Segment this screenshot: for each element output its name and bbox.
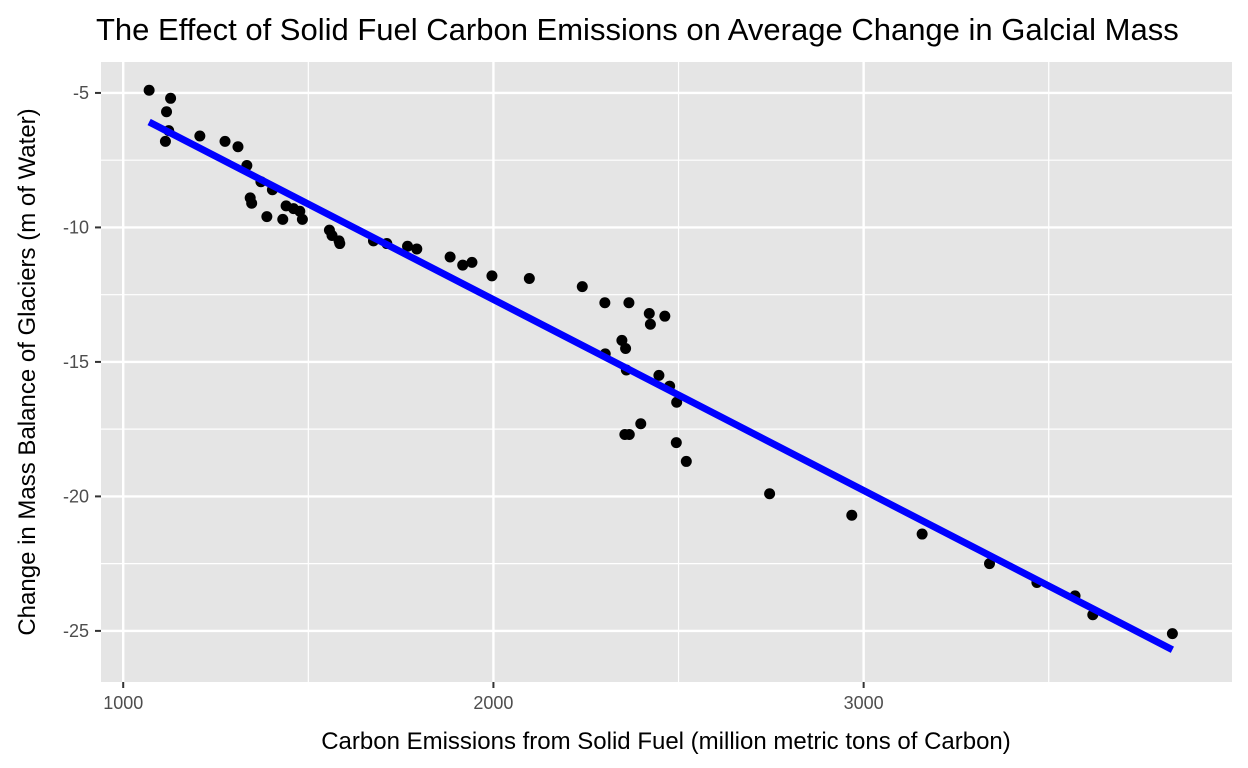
data-point [659, 310, 671, 322]
data-point [246, 197, 258, 209]
data-point [623, 297, 635, 309]
plot-panel [101, 62, 1232, 682]
y-axis-title: Change in Mass Balance of Glaciers (m of… [14, 108, 41, 635]
y-tick-label: -5 [73, 83, 89, 103]
data-point [411, 243, 423, 255]
y-tick-label: -20 [63, 486, 89, 506]
data-point [599, 297, 611, 309]
data-point [143, 84, 155, 96]
regression-line [147, 118, 1175, 653]
data-point [165, 92, 177, 104]
x-axis: 1000 2000 3000 [103, 682, 884, 713]
data-point [846, 509, 858, 521]
data-point [296, 213, 308, 225]
data-point [444, 251, 456, 263]
data-point [457, 259, 469, 271]
data-point [466, 256, 478, 268]
x-tick-label: 3000 [844, 693, 884, 713]
panel-background [101, 62, 1232, 682]
data-point [576, 281, 588, 293]
data-point [764, 488, 776, 500]
data-point [680, 455, 692, 467]
data-point [644, 318, 656, 330]
data-point [635, 418, 647, 430]
data-point [232, 141, 244, 153]
data-point [334, 238, 346, 250]
data-point [261, 211, 273, 223]
data-point [161, 106, 173, 118]
major-gridlines [101, 62, 1232, 682]
chart-title: The Effect of Solid Fuel Carbon Emission… [96, 12, 1179, 47]
y-tick-label: -25 [63, 621, 89, 641]
data-point [623, 429, 635, 441]
data-point [523, 273, 535, 285]
data-point [159, 135, 171, 147]
y-tick-label: -10 [63, 217, 89, 237]
data-point [984, 558, 996, 570]
data-point [219, 135, 231, 147]
data-point [916, 528, 928, 540]
data-point [620, 342, 632, 354]
data-point [194, 130, 206, 142]
x-axis-title: Carbon Emissions from Solid Fuel (millio… [321, 728, 1011, 755]
data-point [1166, 628, 1178, 640]
data-point [671, 396, 683, 408]
data-point [670, 437, 682, 449]
data-point [486, 270, 498, 282]
data-point [643, 307, 655, 319]
y-tick-label: -15 [63, 352, 89, 372]
data-point [277, 213, 289, 225]
x-tick-label: 2000 [473, 693, 513, 713]
minor-gridlines [101, 62, 1232, 682]
data-point [402, 240, 414, 252]
x-tick-label: 1000 [103, 693, 143, 713]
data-point [653, 369, 665, 381]
fit-line-layer [147, 118, 1175, 653]
y-axis: -5 -10 -15 -20 -25 [63, 83, 101, 641]
